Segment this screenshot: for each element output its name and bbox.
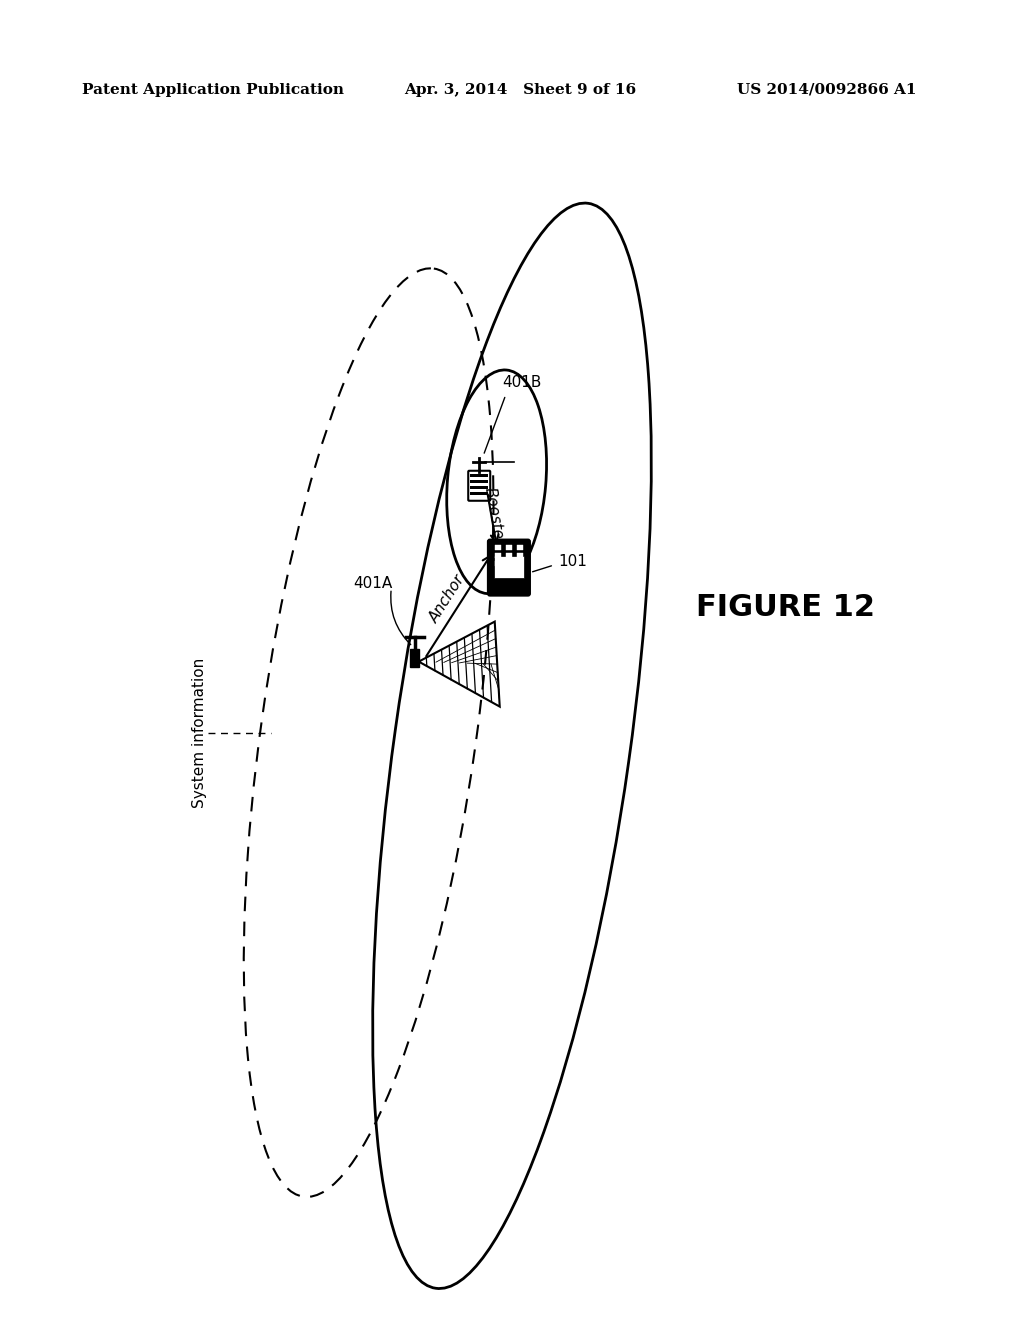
Text: Anchor: Anchor	[427, 573, 468, 626]
Bar	[470, 486, 488, 488]
FancyBboxPatch shape	[468, 471, 490, 500]
Bar	[517, 545, 523, 550]
Text: 401A: 401A	[353, 576, 392, 591]
Bar	[495, 561, 501, 566]
Text: Apr. 3, 2014   Sheet 9 of 16: Apr. 3, 2014 Sheet 9 of 16	[404, 83, 637, 96]
Bar	[495, 545, 501, 550]
Bar	[470, 474, 488, 477]
Text: FIGURE 12: FIGURE 12	[696, 593, 876, 622]
Bar	[506, 553, 512, 558]
Text: 101: 101	[558, 553, 587, 569]
Bar	[470, 479, 488, 483]
Bar	[517, 553, 523, 558]
Bar	[517, 561, 523, 566]
Bar	[506, 561, 512, 566]
Text: Booster: Booster	[482, 486, 507, 546]
Bar	[411, 648, 419, 667]
Bar	[506, 545, 512, 550]
Bar	[494, 556, 524, 578]
Bar	[470, 492, 488, 495]
Text: 401B: 401B	[502, 375, 541, 391]
Bar	[495, 553, 501, 558]
Text: US 2014/0092866 A1: US 2014/0092866 A1	[737, 83, 916, 96]
Text: Patent Application Publication: Patent Application Publication	[82, 83, 344, 96]
FancyBboxPatch shape	[487, 540, 530, 595]
Text: System information: System information	[193, 657, 207, 808]
